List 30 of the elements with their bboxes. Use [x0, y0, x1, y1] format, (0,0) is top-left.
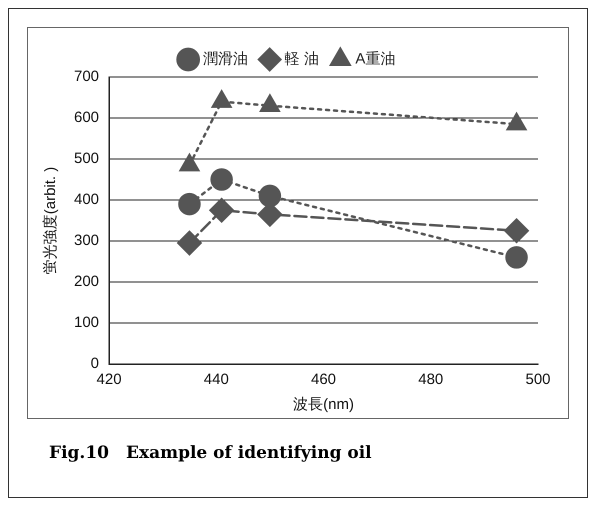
point	[505, 246, 528, 269]
legend-label: 軽 油	[284, 50, 319, 68]
x-tick-label: 420	[96, 371, 122, 388]
y-tick-label: 300	[74, 232, 100, 250]
point	[177, 230, 202, 256]
y-tick-label: 600	[74, 109, 100, 126]
point	[178, 192, 201, 216]
y-tick-label: 400	[74, 191, 100, 208]
y-axis-title: 蛍光強度(arbit. )	[42, 166, 60, 274]
x-tick-label: 440	[204, 371, 229, 388]
point	[209, 198, 234, 222]
point	[212, 90, 232, 108]
y-tick-label: 200	[74, 273, 100, 290]
y-tick-label: 500	[74, 150, 100, 168]
point	[258, 184, 282, 208]
point	[260, 94, 280, 112]
point	[180, 154, 200, 172]
point	[210, 168, 233, 191]
y-tick-label: 700	[74, 68, 100, 86]
point	[506, 112, 526, 130]
y-tick-label: 100	[74, 314, 100, 332]
x-axis-title: 波長(nm)	[293, 396, 354, 414]
x-tick-label: 500	[525, 371, 551, 388]
legend-label: 潤滑油	[203, 50, 248, 68]
y-tick-label: 0	[90, 355, 100, 372]
point	[504, 218, 529, 243]
caption: Fig.10 Example of identifying oil	[49, 442, 373, 464]
legend-label: A重油	[355, 50, 396, 68]
x-tick-label: 480	[418, 371, 444, 388]
x-tick-label: 460	[311, 371, 336, 388]
